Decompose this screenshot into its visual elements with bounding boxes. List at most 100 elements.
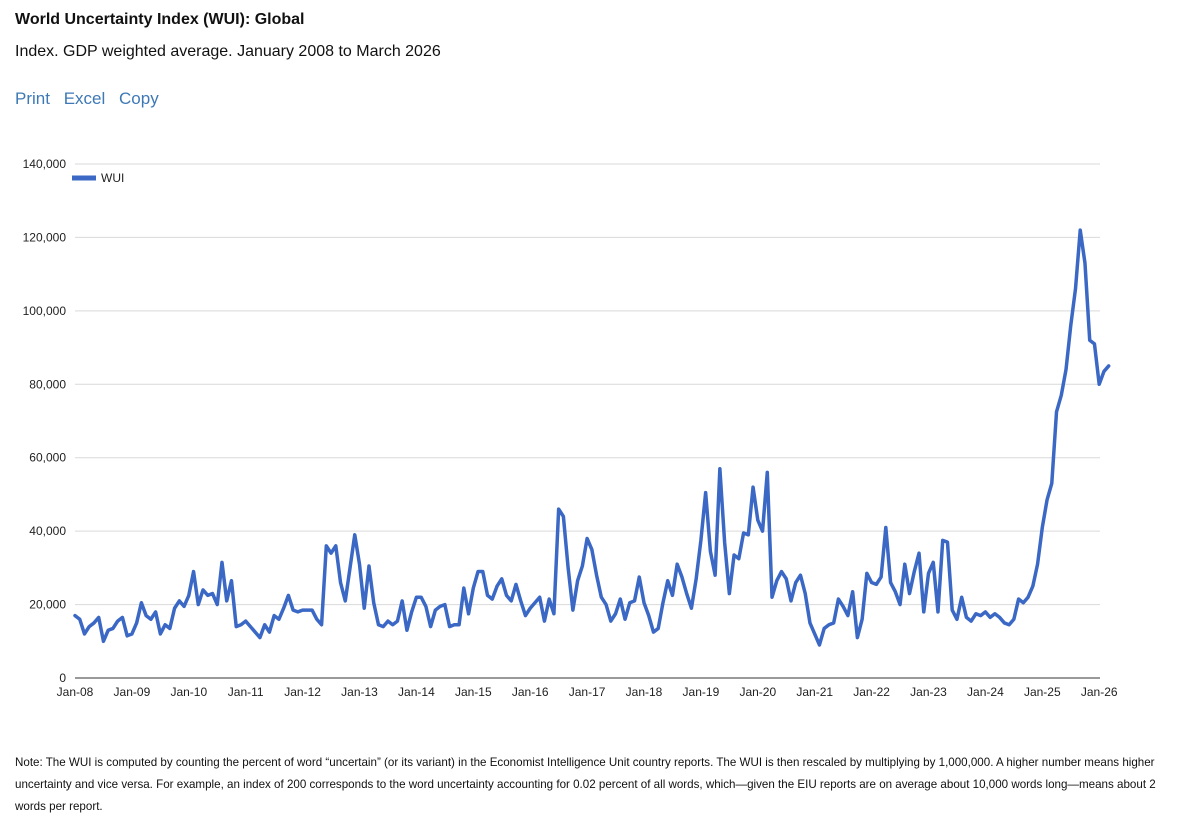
data-point <box>111 627 114 630</box>
data-point <box>752 486 755 489</box>
data-point <box>714 574 717 577</box>
y-tick-label: 0 <box>59 671 66 685</box>
y-axis-tick-labels: 0 20,000 40,000 60,000 80,000 100,000 120,000 1… <box>23 157 67 685</box>
data-point <box>301 609 304 612</box>
data-point <box>434 609 437 612</box>
data-point <box>315 618 318 621</box>
data-point <box>140 601 143 604</box>
data-point <box>908 592 911 595</box>
data-point <box>586 537 589 540</box>
data-point <box>595 574 598 577</box>
x-tick-label: Jan-25 <box>1024 685 1061 699</box>
data-point <box>775 579 778 582</box>
data-point <box>538 596 541 599</box>
data-point <box>557 508 560 511</box>
data-point <box>311 609 314 612</box>
data-point <box>1107 364 1110 367</box>
data-point <box>462 587 465 590</box>
data-point <box>339 581 342 584</box>
data-point <box>510 599 513 602</box>
data-point <box>951 609 954 612</box>
data-point <box>235 625 238 628</box>
x-tick-label: Jan-23 <box>910 685 947 699</box>
data-point <box>420 596 423 599</box>
data-point <box>486 594 489 597</box>
data-point <box>1060 394 1063 397</box>
data-point <box>126 634 129 637</box>
data-point <box>1017 598 1020 601</box>
data-point <box>239 623 242 626</box>
data-point <box>83 632 86 635</box>
data-point <box>149 618 152 621</box>
data-point <box>856 636 859 639</box>
x-tick-label: Jan-09 <box>114 685 151 699</box>
print-link[interactable]: Print <box>15 89 50 108</box>
data-point <box>628 601 631 604</box>
y-tick-label: 80,000 <box>29 377 66 391</box>
data-point <box>680 576 683 579</box>
data-point <box>846 614 849 617</box>
data-point <box>344 599 347 602</box>
data-point <box>130 632 133 635</box>
data-point <box>808 621 811 624</box>
data-point <box>458 623 461 626</box>
data-point <box>519 599 522 602</box>
data-point <box>1098 383 1101 386</box>
data-point <box>154 610 157 613</box>
data-point <box>1046 498 1049 501</box>
data-point <box>1008 623 1011 626</box>
data-point <box>1036 563 1039 566</box>
data-point <box>624 618 627 621</box>
data-point <box>799 574 802 577</box>
data-point <box>970 620 973 623</box>
data-point <box>1065 368 1068 371</box>
data-point <box>1022 601 1025 604</box>
data-point <box>415 596 418 599</box>
y-tick-label: 100,000 <box>23 304 67 318</box>
data-point <box>88 625 91 628</box>
data-point <box>865 572 868 575</box>
data-point <box>647 614 650 617</box>
data-point <box>74 614 77 617</box>
x-tick-label: Jan-26 <box>1081 685 1118 699</box>
data-point <box>159 632 162 635</box>
data-point <box>676 563 679 566</box>
data-point <box>1074 287 1077 290</box>
data-point <box>633 599 636 602</box>
copy-link[interactable]: Copy <box>119 89 159 108</box>
data-point <box>533 601 536 604</box>
data-point <box>718 467 721 470</box>
data-point <box>590 548 593 551</box>
data-point <box>989 616 992 619</box>
data-point <box>358 563 361 566</box>
data-point <box>685 592 688 595</box>
grid-lines <box>75 163 1100 606</box>
data-point <box>1083 262 1086 265</box>
data-point <box>92 621 95 624</box>
data-point <box>946 541 949 544</box>
data-point <box>78 618 81 621</box>
data-point <box>102 640 105 643</box>
data-point <box>562 515 565 518</box>
data-point <box>827 623 830 626</box>
excel-link[interactable]: Excel <box>63 89 106 108</box>
data-point <box>984 610 987 613</box>
data-point <box>220 561 223 564</box>
data-point <box>116 620 119 623</box>
x-tick-label: Jan-20 <box>739 685 776 699</box>
data-point <box>1102 370 1105 373</box>
data-point <box>993 612 996 615</box>
data-point <box>477 570 480 573</box>
data-point <box>657 627 660 630</box>
data-point <box>258 636 261 639</box>
data-point <box>737 557 740 560</box>
data-point <box>386 620 389 623</box>
data-point <box>306 609 309 612</box>
data-point <box>789 599 792 602</box>
data-point <box>832 621 835 624</box>
data-point <box>448 625 451 628</box>
data-point <box>173 607 176 610</box>
data-point <box>467 612 470 615</box>
data-point <box>211 592 214 595</box>
data-point <box>263 623 266 626</box>
